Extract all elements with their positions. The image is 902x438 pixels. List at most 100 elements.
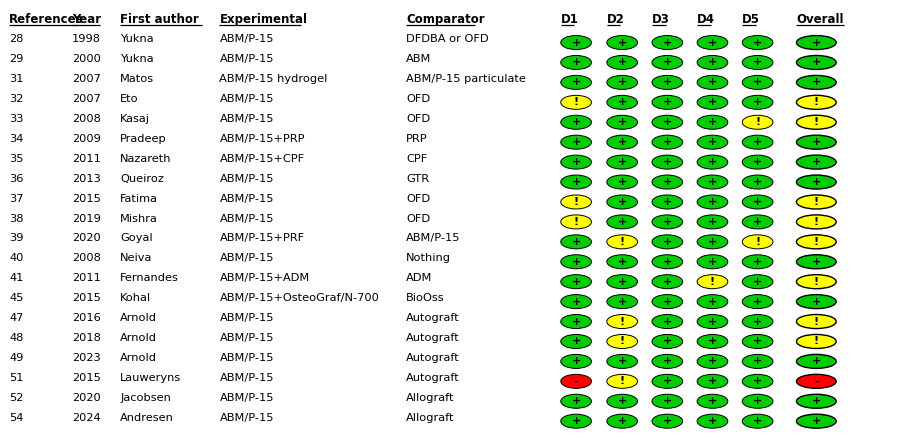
Ellipse shape (651, 195, 682, 209)
Ellipse shape (741, 295, 772, 309)
Ellipse shape (560, 275, 591, 289)
Ellipse shape (696, 95, 727, 110)
Text: 2023: 2023 (72, 353, 101, 363)
Text: +: + (662, 416, 671, 426)
Ellipse shape (606, 354, 637, 368)
Text: Yukna: Yukna (120, 54, 153, 64)
Ellipse shape (560, 414, 591, 428)
Text: +: + (662, 376, 671, 386)
Ellipse shape (651, 135, 682, 149)
Text: Mishra: Mishra (120, 213, 158, 223)
Text: ABM/P-15: ABM/P-15 (406, 233, 460, 244)
Ellipse shape (560, 354, 591, 368)
Text: +: + (662, 257, 671, 267)
Text: +: + (662, 177, 671, 187)
Text: 2009: 2009 (72, 134, 101, 144)
Text: +: + (752, 38, 761, 48)
Text: +: + (617, 97, 626, 107)
Text: +: + (571, 357, 580, 367)
Text: Andresen: Andresen (120, 413, 174, 423)
Text: +: + (707, 177, 716, 187)
Text: +: + (571, 237, 580, 247)
Ellipse shape (560, 295, 591, 309)
Text: +: + (752, 78, 761, 88)
Ellipse shape (696, 56, 727, 70)
Text: +: + (662, 317, 671, 327)
Ellipse shape (606, 135, 637, 149)
Ellipse shape (606, 255, 637, 269)
Text: !: ! (813, 317, 818, 327)
Text: +: + (811, 137, 820, 147)
Ellipse shape (606, 155, 637, 169)
Ellipse shape (796, 195, 835, 209)
Text: +: + (752, 177, 761, 187)
Text: OFD: OFD (406, 194, 430, 204)
Text: Arnold: Arnold (120, 353, 157, 363)
Ellipse shape (560, 135, 591, 149)
Text: Year: Year (72, 13, 101, 26)
Text: !: ! (754, 237, 759, 247)
Ellipse shape (741, 414, 772, 428)
Ellipse shape (606, 335, 637, 349)
Ellipse shape (651, 56, 682, 70)
Text: 34: 34 (9, 134, 23, 144)
Text: 2015: 2015 (72, 293, 101, 303)
Text: +: + (571, 416, 580, 426)
Text: +: + (617, 396, 626, 406)
Text: +: + (662, 336, 671, 346)
Text: GTR: GTR (406, 173, 429, 184)
Text: !: ! (813, 237, 818, 247)
Text: +: + (752, 416, 761, 426)
Text: +: + (617, 117, 626, 127)
Ellipse shape (651, 374, 682, 389)
Ellipse shape (741, 35, 772, 49)
Text: Fatima: Fatima (120, 194, 158, 204)
Text: +: + (617, 277, 626, 287)
Ellipse shape (796, 115, 835, 129)
Text: ABM/P-15: ABM/P-15 (219, 54, 273, 64)
Text: +: + (662, 277, 671, 287)
Text: DFDBA or OFD: DFDBA or OFD (406, 34, 489, 44)
Ellipse shape (606, 35, 637, 49)
Text: ABM/P-15: ABM/P-15 (219, 313, 273, 323)
Ellipse shape (696, 335, 727, 349)
Text: D5: D5 (741, 13, 759, 26)
Ellipse shape (560, 35, 591, 49)
Text: 2008: 2008 (72, 253, 101, 263)
Text: Arnold: Arnold (120, 313, 157, 323)
Ellipse shape (741, 155, 772, 169)
Text: +: + (662, 117, 671, 127)
Text: +: + (617, 416, 626, 426)
Text: +: + (707, 357, 716, 367)
Text: OFD: OFD (406, 94, 430, 104)
Text: Autograft: Autograft (406, 373, 460, 383)
Text: +: + (571, 157, 580, 167)
Text: +: + (811, 396, 820, 406)
Text: 2013: 2013 (72, 173, 101, 184)
Text: 2020: 2020 (72, 233, 101, 244)
Text: 2024: 2024 (72, 413, 101, 423)
Text: 54: 54 (9, 413, 23, 423)
Text: !: ! (573, 217, 578, 227)
Text: Jacobsen: Jacobsen (120, 393, 170, 403)
Ellipse shape (796, 215, 835, 229)
Ellipse shape (651, 255, 682, 269)
Text: Yukna: Yukna (120, 34, 153, 44)
Text: +: + (617, 197, 626, 207)
Ellipse shape (606, 56, 637, 70)
Ellipse shape (796, 374, 835, 389)
Ellipse shape (696, 75, 727, 89)
Text: +: + (662, 38, 671, 48)
Ellipse shape (741, 115, 772, 129)
Text: +: + (571, 257, 580, 267)
Text: Allograft: Allograft (406, 413, 455, 423)
Text: Fernandes: Fernandes (120, 273, 179, 283)
Text: +: + (571, 317, 580, 327)
Text: ABM/P-15+ADM: ABM/P-15+ADM (219, 273, 309, 283)
Text: -: - (813, 376, 818, 386)
Text: ABM/P-15: ABM/P-15 (219, 94, 273, 104)
Text: 2008: 2008 (72, 114, 101, 124)
Ellipse shape (651, 354, 682, 368)
Ellipse shape (741, 175, 772, 189)
Text: ABM/P-15: ABM/P-15 (219, 213, 273, 223)
